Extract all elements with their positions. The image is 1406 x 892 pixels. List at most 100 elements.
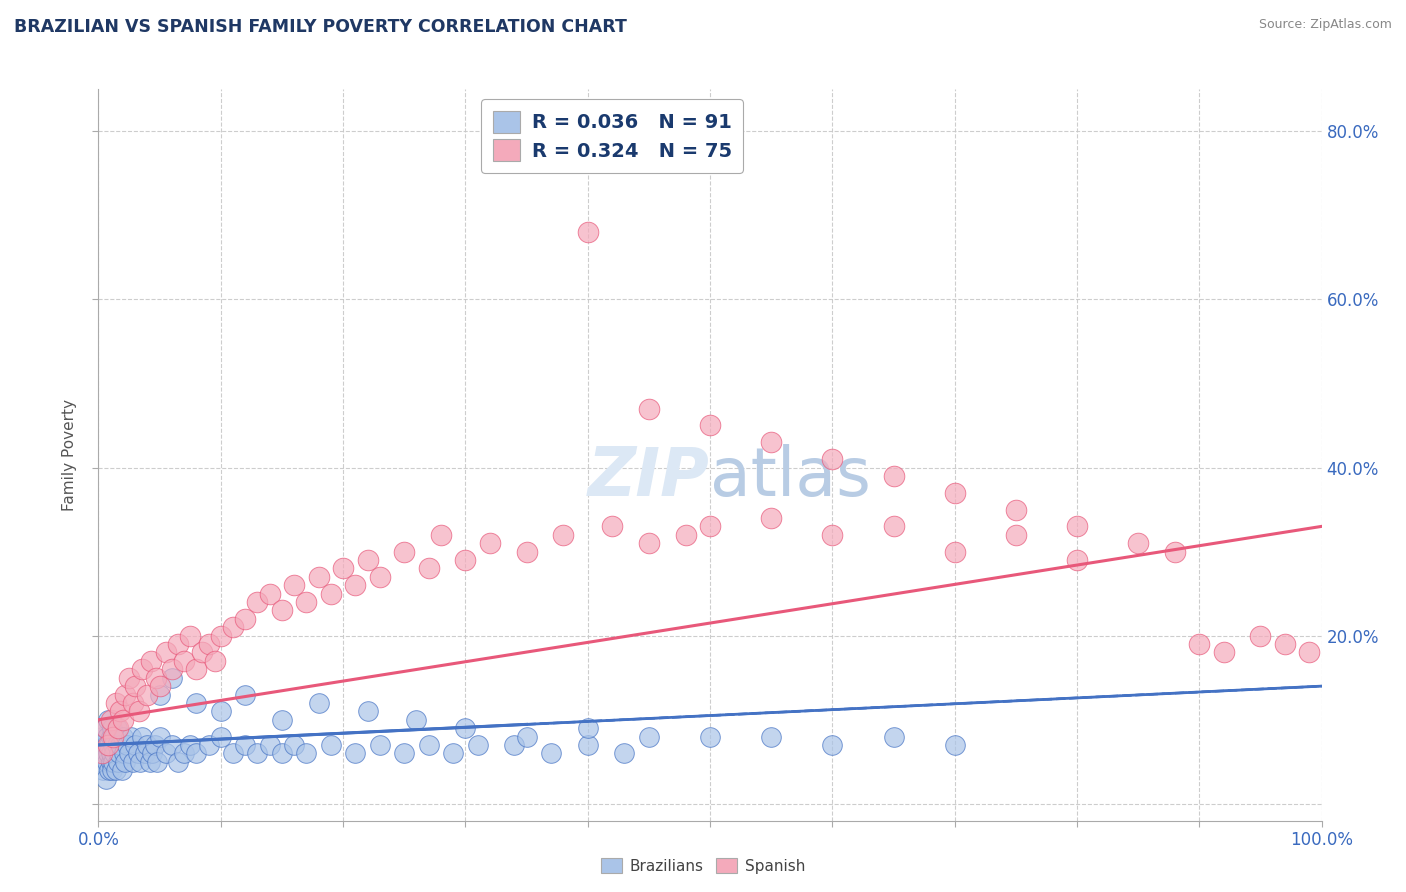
Point xyxy=(160,662,183,676)
Point xyxy=(149,679,172,693)
Point xyxy=(943,485,966,500)
Point xyxy=(553,528,575,542)
Point xyxy=(134,747,156,761)
Point xyxy=(97,747,120,761)
Point xyxy=(114,688,136,702)
Point xyxy=(441,747,464,761)
Point xyxy=(344,578,367,592)
Point xyxy=(118,671,141,685)
Point xyxy=(91,747,114,761)
Point xyxy=(319,738,342,752)
Point xyxy=(761,435,783,450)
Point xyxy=(186,747,208,761)
Point xyxy=(167,637,190,651)
Point xyxy=(139,654,162,668)
Point xyxy=(96,730,118,744)
Point xyxy=(699,519,721,533)
Point xyxy=(270,603,294,617)
Point xyxy=(576,225,599,239)
Point xyxy=(515,730,537,744)
Point xyxy=(356,704,378,718)
Point xyxy=(1298,645,1320,659)
Point xyxy=(246,747,269,761)
Point xyxy=(146,755,169,769)
Point xyxy=(467,738,489,752)
Point xyxy=(283,738,305,752)
Point xyxy=(675,528,697,542)
Point xyxy=(259,738,281,752)
Point xyxy=(283,578,305,592)
Point xyxy=(145,671,167,685)
Point xyxy=(124,679,146,693)
Point xyxy=(136,688,159,702)
Text: ZIP: ZIP xyxy=(588,444,710,510)
Point xyxy=(94,772,117,786)
Point xyxy=(270,747,294,761)
Point xyxy=(108,747,131,761)
Point xyxy=(104,763,127,777)
Point xyxy=(1249,629,1271,643)
Point xyxy=(515,544,537,558)
Point xyxy=(167,755,190,769)
Point xyxy=(821,528,844,542)
Point xyxy=(129,755,152,769)
Point xyxy=(883,730,905,744)
Point xyxy=(761,511,783,525)
Point xyxy=(1066,553,1088,567)
Point xyxy=(222,620,245,634)
Point xyxy=(332,561,354,575)
Point xyxy=(209,730,232,744)
Point xyxy=(121,696,143,710)
Point xyxy=(1164,544,1187,558)
Point xyxy=(104,696,127,710)
Point xyxy=(270,713,294,727)
Point xyxy=(107,721,129,735)
Point xyxy=(149,730,172,744)
Point xyxy=(454,721,477,735)
Point xyxy=(233,688,256,702)
Point xyxy=(883,519,905,533)
Point xyxy=(319,587,342,601)
Text: BRAZILIAN VS SPANISH FAMILY POVERTY CORRELATION CHART: BRAZILIAN VS SPANISH FAMILY POVERTY CORR… xyxy=(14,18,627,36)
Point xyxy=(943,544,966,558)
Point xyxy=(101,721,124,735)
Point xyxy=(186,662,208,676)
Point xyxy=(91,730,114,744)
Point xyxy=(97,713,120,727)
Point xyxy=(209,704,232,718)
Point xyxy=(107,755,129,769)
Point xyxy=(100,755,122,769)
Point xyxy=(100,747,122,761)
Point xyxy=(98,763,121,777)
Point xyxy=(478,536,501,550)
Point xyxy=(173,654,195,668)
Point xyxy=(1188,637,1211,651)
Point xyxy=(233,738,256,752)
Point xyxy=(114,755,136,769)
Point xyxy=(943,738,966,752)
Point xyxy=(149,688,172,702)
Point xyxy=(100,713,122,727)
Point xyxy=(97,738,120,752)
Point xyxy=(454,553,477,567)
Point xyxy=(1066,519,1088,533)
Point xyxy=(90,755,112,769)
Point xyxy=(418,738,440,752)
Y-axis label: Family Poverty: Family Poverty xyxy=(62,399,77,511)
Point xyxy=(295,595,318,609)
Point xyxy=(139,755,162,769)
Point xyxy=(600,519,623,533)
Point xyxy=(136,738,159,752)
Point xyxy=(120,730,142,744)
Point xyxy=(197,637,219,651)
Point xyxy=(141,747,163,761)
Point xyxy=(173,747,195,761)
Point xyxy=(209,629,232,643)
Point xyxy=(121,755,143,769)
Point xyxy=(1128,536,1150,550)
Point xyxy=(576,721,599,735)
Point xyxy=(246,595,269,609)
Point xyxy=(155,645,177,659)
Point xyxy=(131,662,153,676)
Point xyxy=(197,738,219,752)
